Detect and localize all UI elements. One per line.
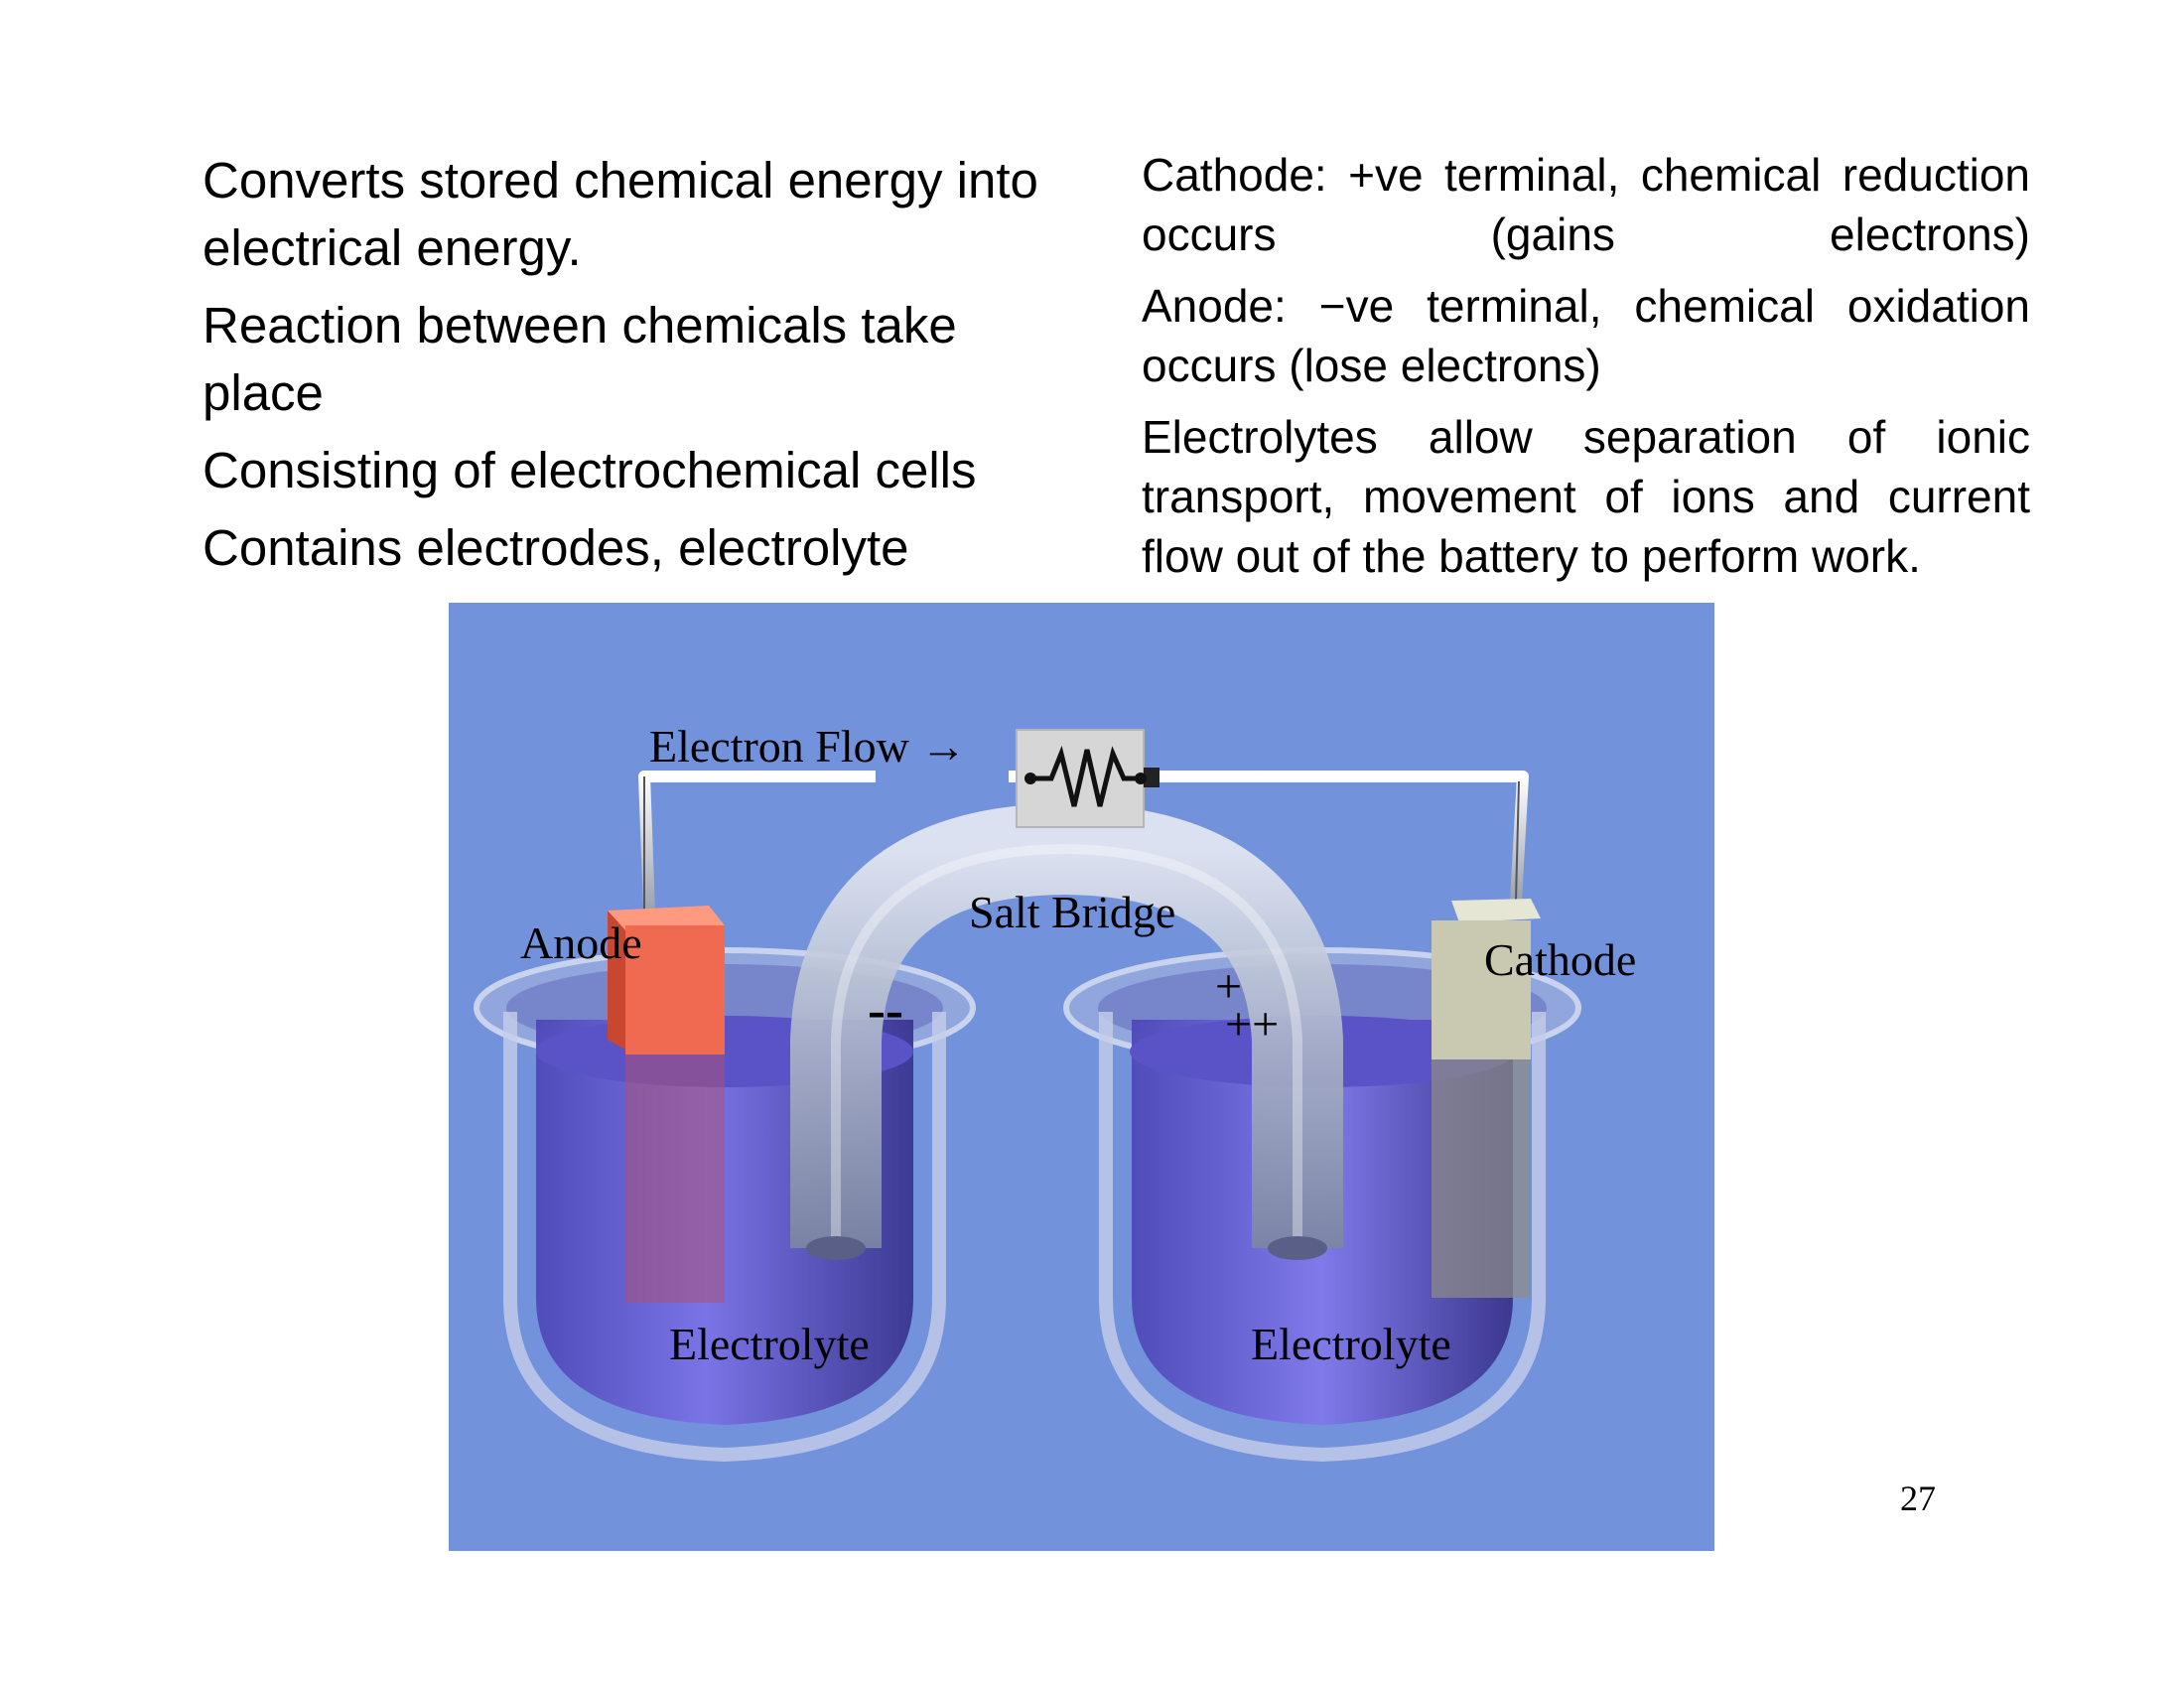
salt-bridge-label: Salt Bridge (969, 887, 1175, 937)
anode-electrode (608, 906, 725, 1303)
positive-ions-bottom-label: ++ (1225, 998, 1279, 1051)
electrochemical-cell-diagram: Electron Flow → Salt Bridge Anode Cathod… (449, 603, 1714, 1551)
left-point-4: Contains electrodes, electrolyte (203, 519, 909, 576)
electrolyte-right-label: Electrolyte (1251, 1319, 1451, 1369)
salt-bridge (790, 802, 1343, 1260)
left-point-2: Reaction between chemicals take place (203, 297, 957, 421)
right-point-electrolytes: Electrolytes allow separation of ionic t… (1142, 411, 2030, 582)
right-bullets: Cathode: +ve terminal, chemical reductio… (1142, 145, 2030, 598)
cathode-electrode (1432, 899, 1541, 1298)
external-wire (638, 771, 1529, 912)
negative-ions-label: -- (868, 980, 903, 1040)
left-point-3: Consisting of electrochemical cells (203, 442, 977, 498)
positive-ion-top-label: + (1215, 960, 1242, 1013)
right-point-anode: Anode: −ve terminal, chemical oxidation … (1142, 280, 2030, 391)
right-point-cathode: Cathode: +ve terminal, chemical reductio… (1142, 149, 2030, 260)
left-bullets: Converts stored chemical energy into ele… (203, 147, 1076, 592)
anode-label: Anode (520, 917, 642, 968)
electron-flow-label: Electron Flow → (649, 721, 966, 772)
page-number: 27 (1900, 1478, 1936, 1518)
left-point-1: Converts stored chemical energy into ele… (203, 152, 1038, 276)
electrolyte-left-label: Electrolyte (669, 1319, 870, 1369)
resistor (1016, 729, 1160, 828)
cathode-label: Cathode (1484, 934, 1636, 985)
